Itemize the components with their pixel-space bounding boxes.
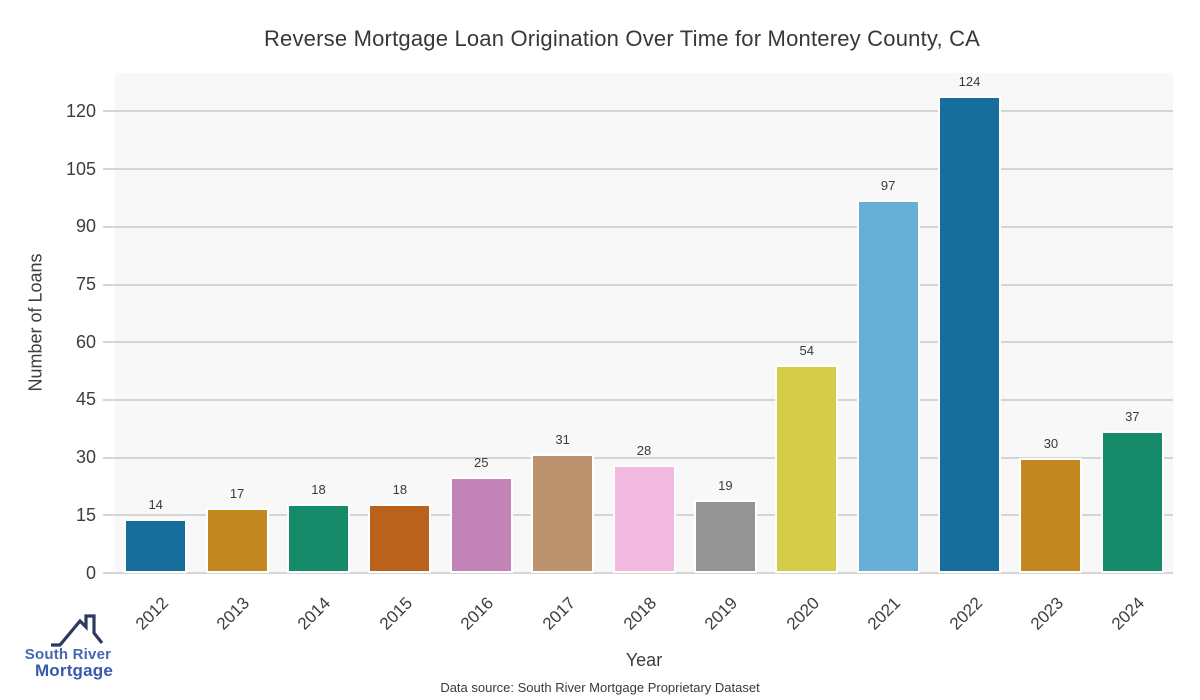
y-tick-label-0: 0 bbox=[85, 562, 96, 583]
bar-value-2012: 14 bbox=[148, 497, 163, 513]
y-tick-label-90: 90 bbox=[75, 216, 96, 237]
bar-value-2018: 28 bbox=[636, 443, 652, 459]
gridline-45 bbox=[103, 398, 1173, 401]
gridline-105 bbox=[103, 168, 1173, 171]
x-tick-label-2016: 2016 bbox=[457, 593, 498, 634]
y-tick-label-75: 75 bbox=[75, 274, 96, 295]
logo-text-south-river: South River bbox=[24, 646, 112, 663]
x-tick-label-2018: 2018 bbox=[619, 593, 661, 634]
gridline-90 bbox=[103, 225, 1173, 228]
south-river-mortgage-logo: South River Mortgage bbox=[18, 604, 130, 684]
y-tick-label-30: 30 bbox=[75, 447, 96, 468]
gridline-60 bbox=[103, 341, 1173, 344]
bar-2023 bbox=[1019, 457, 1083, 573]
x-tick-label-2019: 2019 bbox=[701, 593, 742, 634]
gridline-0 bbox=[103, 572, 1173, 574]
x-tick-label-2020: 2020 bbox=[782, 593, 823, 634]
gridline-75 bbox=[103, 283, 1173, 286]
bar-value-2014: 18 bbox=[311, 481, 326, 497]
house-roof-icon bbox=[51, 614, 104, 647]
bar-value-2023: 30 bbox=[1043, 435, 1059, 451]
bar-value-2024: 37 bbox=[1125, 408, 1140, 424]
x-tick-label-2022: 2022 bbox=[945, 593, 986, 634]
bar-value-2019: 19 bbox=[718, 477, 733, 493]
x-tick-label-2014: 2014 bbox=[294, 593, 335, 634]
bar-2018 bbox=[612, 465, 676, 573]
bar-2020 bbox=[775, 365, 839, 573]
bar-2013 bbox=[205, 507, 269, 573]
x-tick-label-2021: 2021 bbox=[864, 593, 905, 634]
bar-2017 bbox=[531, 453, 595, 573]
bar-2012 bbox=[124, 519, 188, 573]
x-tick-label-2023: 2023 bbox=[1026, 593, 1068, 634]
bar-value-2017: 31 bbox=[555, 431, 570, 447]
bar-value-2020: 54 bbox=[799, 343, 814, 359]
x-tick-label-2017: 2017 bbox=[538, 593, 579, 634]
bar-2016 bbox=[449, 476, 513, 573]
x-tick-label-2015: 2015 bbox=[375, 593, 416, 634]
bar-value-2015: 18 bbox=[392, 481, 408, 497]
bar-value-2022: 124 bbox=[958, 74, 981, 90]
bar-value-2013: 17 bbox=[229, 485, 245, 501]
bar-2014 bbox=[286, 503, 350, 573]
y-tick-label-120: 120 bbox=[65, 100, 96, 121]
chart-title: Reverse Mortgage Loan Origination Over T… bbox=[263, 26, 981, 51]
y-tick-label-45: 45 bbox=[75, 389, 96, 410]
y-tick-label-105: 105 bbox=[65, 158, 96, 179]
logo-text-mortgage: Mortgage bbox=[34, 661, 114, 680]
data-source-note: Data source: South River Mortgage Propri… bbox=[440, 680, 760, 695]
bar-2022 bbox=[938, 96, 1002, 573]
gridline-120 bbox=[103, 110, 1173, 113]
y-tick-label-60: 60 bbox=[75, 331, 96, 352]
bar-2021 bbox=[856, 199, 920, 573]
y-tick-label-15: 15 bbox=[75, 504, 96, 525]
bar-value-2016: 25 bbox=[473, 454, 489, 470]
x-tick-label-2013: 2013 bbox=[212, 593, 254, 634]
gridline-30 bbox=[103, 456, 1173, 459]
x-tick-label-2024: 2024 bbox=[1108, 593, 1149, 634]
bar-2015 bbox=[368, 503, 432, 573]
x-axis-title: Year bbox=[625, 650, 663, 670]
x-tick-label-2012: 2012 bbox=[131, 593, 172, 634]
y-axis-title: Number of Loans bbox=[25, 253, 46, 392]
bar-2024 bbox=[1100, 430, 1164, 573]
bar-2019 bbox=[693, 499, 757, 573]
bar-value-2021: 97 bbox=[880, 177, 896, 193]
